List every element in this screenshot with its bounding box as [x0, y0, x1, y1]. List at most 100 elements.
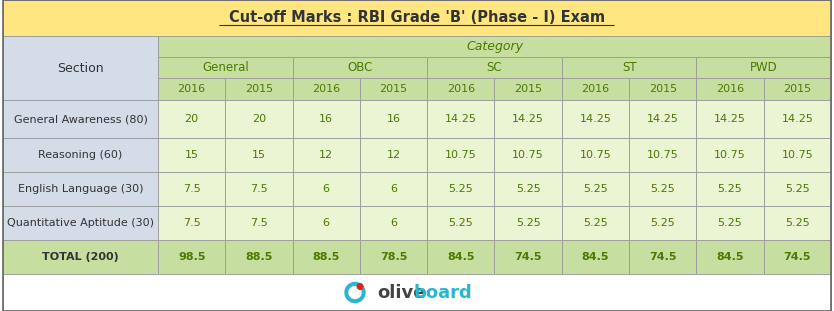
Text: 98.5: 98.5 — [178, 252, 205, 262]
Text: olive: olive — [377, 284, 425, 301]
Bar — [225, 100, 293, 138]
Text: 84.5: 84.5 — [447, 252, 475, 262]
Bar — [360, 240, 427, 274]
Text: 5.25: 5.25 — [583, 218, 608, 228]
Text: 20: 20 — [184, 114, 198, 124]
Text: 16: 16 — [386, 114, 400, 124]
Text: Cut-off Marks : RBI Grade 'B' (Phase - I) Exam: Cut-off Marks : RBI Grade 'B' (Phase - I… — [229, 11, 605, 26]
Bar — [495, 78, 562, 100]
Bar — [629, 172, 696, 206]
Circle shape — [345, 282, 365, 303]
Bar — [764, 138, 831, 172]
Bar — [360, 100, 427, 138]
Bar — [158, 78, 225, 100]
Text: Category: Category — [466, 40, 523, 53]
Bar — [225, 138, 293, 172]
Text: 6: 6 — [390, 184, 397, 194]
Text: 78.5: 78.5 — [379, 252, 407, 262]
Text: 14.25: 14.25 — [512, 114, 544, 124]
Text: OBC: OBC — [347, 61, 373, 74]
Text: 14.25: 14.25 — [781, 114, 813, 124]
Bar — [696, 138, 764, 172]
Bar — [293, 240, 360, 274]
Text: 5.25: 5.25 — [449, 218, 473, 228]
Bar — [764, 206, 831, 240]
Text: board: board — [414, 284, 473, 301]
Bar — [495, 206, 562, 240]
Text: 2016: 2016 — [716, 84, 744, 94]
Bar — [427, 78, 495, 100]
Bar — [427, 240, 495, 274]
Text: 14.25: 14.25 — [580, 114, 611, 124]
Text: 10.75: 10.75 — [714, 150, 746, 160]
Text: 14.25: 14.25 — [714, 114, 746, 124]
Bar — [360, 138, 427, 172]
Bar — [3, 36, 158, 100]
Bar — [629, 206, 696, 240]
Bar — [629, 100, 696, 138]
Text: 10.75: 10.75 — [445, 150, 477, 160]
Text: 74.5: 74.5 — [784, 252, 811, 262]
Text: 12: 12 — [386, 150, 400, 160]
Text: SC: SC — [487, 61, 502, 74]
Text: 2015: 2015 — [514, 84, 542, 94]
Bar — [225, 172, 293, 206]
Bar — [696, 57, 831, 78]
Text: 2015: 2015 — [783, 84, 811, 94]
Text: 5.25: 5.25 — [651, 184, 676, 194]
Bar — [629, 138, 696, 172]
Bar — [427, 172, 495, 206]
Text: 5.25: 5.25 — [515, 218, 540, 228]
Bar — [696, 206, 764, 240]
Bar — [562, 100, 629, 138]
Bar — [3, 0, 831, 36]
Text: 5.25: 5.25 — [449, 184, 473, 194]
Text: 10.75: 10.75 — [781, 150, 813, 160]
Bar — [360, 78, 427, 100]
Text: 10.75: 10.75 — [512, 150, 544, 160]
Text: 15: 15 — [252, 150, 266, 160]
Bar — [562, 240, 629, 274]
Bar — [293, 172, 360, 206]
Bar — [562, 57, 696, 78]
Text: 2016: 2016 — [447, 84, 475, 94]
Bar — [158, 138, 225, 172]
Bar — [293, 57, 427, 78]
Text: 6: 6 — [323, 184, 329, 194]
Text: 5.25: 5.25 — [785, 218, 810, 228]
Text: 74.5: 74.5 — [515, 252, 542, 262]
Text: 84.5: 84.5 — [581, 252, 609, 262]
Bar — [696, 240, 764, 274]
Bar — [495, 138, 562, 172]
Bar — [225, 206, 293, 240]
Text: 2015: 2015 — [245, 84, 273, 94]
Bar — [158, 240, 225, 274]
Text: 6: 6 — [323, 218, 329, 228]
Text: 2016: 2016 — [581, 84, 610, 94]
Text: General Awareness (80): General Awareness (80) — [13, 114, 148, 124]
Text: 16: 16 — [319, 114, 334, 124]
Text: 88.5: 88.5 — [313, 252, 340, 262]
Text: General: General — [202, 61, 249, 74]
Text: ST: ST — [622, 61, 636, 74]
Circle shape — [357, 284, 363, 289]
Text: 5.25: 5.25 — [651, 218, 676, 228]
Bar — [158, 206, 225, 240]
Bar — [3, 240, 158, 274]
Bar — [562, 78, 629, 100]
Text: Quantitative Aptitude (30): Quantitative Aptitude (30) — [7, 218, 154, 228]
Bar — [696, 100, 764, 138]
Bar — [495, 172, 562, 206]
Bar — [427, 138, 495, 172]
Text: English Language (30): English Language (30) — [18, 184, 143, 194]
Bar — [360, 172, 427, 206]
Text: 6: 6 — [390, 218, 397, 228]
Bar — [3, 172, 158, 206]
Bar — [495, 100, 562, 138]
Bar — [225, 240, 293, 274]
Text: 88.5: 88.5 — [245, 252, 273, 262]
Text: TOTAL (200): TOTAL (200) — [43, 252, 119, 262]
Bar — [360, 206, 427, 240]
Bar — [629, 78, 696, 100]
Bar — [3, 206, 158, 240]
